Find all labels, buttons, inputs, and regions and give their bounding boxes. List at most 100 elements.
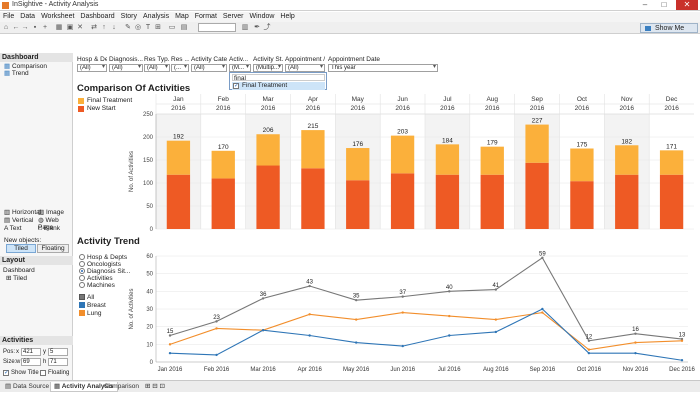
object-text[interactable]: A Text	[4, 225, 22, 232]
legend-all[interactable]: All	[87, 294, 95, 301]
menu-help[interactable]: Help	[280, 13, 295, 20]
filter-select[interactable]: (All)	[144, 64, 170, 72]
object-blank[interactable]: □ Blank	[38, 225, 60, 232]
object-web-page[interactable]: ◍ Web Page	[38, 217, 59, 231]
pos-y-input[interactable]: 5	[48, 348, 68, 356]
sort-desc-icon[interactable]: ↓	[112, 24, 116, 31]
fit-select[interactable]	[198, 23, 236, 32]
filter-label: Hosp & De...	[77, 56, 107, 63]
pen-icon[interactable]: ✒	[254, 24, 260, 31]
menu-window[interactable]: Window	[249, 13, 275, 20]
tiled-button[interactable]: Tiled	[6, 244, 36, 253]
fix-axes-icon[interactable]: ⊞	[155, 24, 161, 31]
sort-asc-icon[interactable]: ↑	[102, 24, 106, 31]
x-tick-label: Dec 2016	[669, 367, 695, 373]
sheet-item-comparison[interactable]: ▦ Comparison	[4, 63, 47, 70]
menu-story[interactable]: Story	[120, 13, 138, 20]
legend-all-swatch[interactable]	[79, 294, 85, 300]
menu-dashboard[interactable]: Dashboard	[80, 13, 115, 20]
add-datasource-icon[interactable]: +	[42, 24, 48, 31]
highlight-icon[interactable]: ✎	[125, 24, 131, 31]
tab-nav-icons[interactable]: ⊞ ⊟ ⊡	[145, 383, 165, 390]
group-icon[interactable]: ◎	[134, 24, 142, 31]
minimize-icon[interactable]: –	[642, 0, 648, 9]
filter-select[interactable]: (...	[171, 64, 189, 72]
month-header: Aug	[486, 96, 498, 103]
dropdown-search-input[interactable]: final	[232, 74, 325, 82]
layout-dashboard[interactable]: Dashboard	[3, 267, 35, 274]
trend-option-radio[interactable]	[79, 282, 85, 288]
menu-server[interactable]: Server	[222, 13, 244, 20]
trend-option-label[interactable]: Hosp & Depts	[87, 254, 128, 261]
menu-format[interactable]: Format	[194, 13, 217, 20]
size-w-input[interactable]: 69	[21, 358, 41, 366]
object-image[interactable]: ▨ Image	[38, 209, 65, 216]
chart-icon[interactable]: ▥	[241, 24, 249, 31]
swap-icon[interactable]: ⇄	[91, 24, 97, 31]
dashboard-panel-header: Dashboard	[0, 53, 73, 62]
share-icon[interactable]: ⤴	[263, 24, 271, 31]
filter-select[interactable]: (All)	[109, 64, 143, 72]
new-sheet-icon[interactable]: ▦	[55, 24, 63, 31]
legend-breast[interactable]: Breast	[87, 302, 106, 309]
presentation-icon[interactable]: ▤	[180, 24, 188, 31]
close-icon[interactable]: ✕	[676, 0, 698, 10]
duplicate-icon[interactable]: ▣	[66, 24, 74, 31]
tab-comparison[interactable]: Comparison	[104, 383, 140, 390]
back-icon[interactable]: ←	[12, 24, 20, 31]
legend-new-start[interactable]: New Start	[78, 105, 116, 112]
expand-icon[interactable]: ⊞	[6, 275, 14, 282]
filter-select[interactable]: (All)	[285, 64, 325, 72]
series-line-breast	[169, 308, 683, 361]
filter-select[interactable]: This year	[328, 64, 438, 72]
filter-select[interactable]: (All)	[77, 64, 107, 72]
trend-option-radio[interactable]	[79, 261, 85, 267]
forward-icon[interactable]: →	[21, 24, 29, 31]
layout-tiled[interactable]: ⊞ Tiled	[6, 275, 27, 282]
x-tick-label: Aug 2016	[483, 367, 509, 373]
dropdown-option-final-treatment[interactable]: Final Treatment	[232, 82, 325, 90]
label-icon[interactable]: T	[145, 24, 151, 31]
legend-final-treatment[interactable]: Final Treatment	[78, 97, 132, 104]
maximize-icon[interactable]: □	[661, 0, 667, 9]
series-point-all	[634, 332, 637, 335]
filter-select[interactable]: (Multip...	[253, 64, 283, 72]
trend-option-radio[interactable]	[79, 268, 85, 274]
show-title-checkbox[interactable]	[3, 369, 9, 376]
sheet-item-trend[interactable]: ▦ Trend	[4, 70, 29, 77]
trend-option-radio[interactable]	[79, 254, 85, 260]
object-horizontal[interactable]: ▥ Horizontal	[4, 209, 42, 216]
object-vertical[interactable]: ▤ Vertical	[4, 217, 34, 224]
series-point-breast	[541, 307, 544, 311]
floating-button[interactable]: Floating	[37, 244, 69, 253]
option-checkbox[interactable]	[233, 82, 239, 90]
menu-file[interactable]: File	[3, 13, 15, 20]
trend-option-label[interactable]: Diagnosis Sit...	[87, 268, 131, 275]
bar-final-treatment	[390, 135, 415, 174]
trend-option-label[interactable]: Oncologists	[87, 261, 121, 268]
trend-option-label[interactable]: Machines	[87, 282, 115, 289]
tab-data-source[interactable]: ▤ Data Source	[5, 383, 50, 390]
filter-select[interactable]: (All)	[191, 64, 227, 72]
menu-data[interactable]: Data	[20, 13, 36, 20]
clear-icon[interactable]: ✕	[77, 24, 83, 31]
filter-label: Diagnosis...	[109, 56, 143, 63]
legend-lung[interactable]: Lung	[87, 310, 102, 317]
save-icon[interactable]: ▪	[33, 24, 37, 31]
fit-icon[interactable]: ▭	[168, 24, 176, 31]
pos-x-input[interactable]: 421	[21, 348, 41, 356]
trend-option-label[interactable]: Activities	[87, 275, 113, 282]
menu-worksheet[interactable]: Worksheet	[41, 13, 75, 20]
trend-option-radio[interactable]	[79, 275, 85, 281]
menu-map[interactable]: Map	[175, 13, 189, 20]
tab-activity-analysis[interactable]: ▦ Activity Analysis	[50, 382, 118, 392]
filter-select[interactable]: (M...	[229, 64, 251, 72]
legend-breast-swatch[interactable]	[79, 302, 85, 308]
floating-checkbox[interactable]	[40, 370, 46, 376]
home-icon[interactable]: ⌂	[3, 24, 9, 31]
size-h-input[interactable]: 71	[48, 358, 68, 366]
show-me-button[interactable]: Show Me	[640, 23, 698, 33]
menu-analysis[interactable]: Analysis	[143, 13, 170, 20]
size-label: Size:	[3, 359, 17, 365]
legend-lung-swatch[interactable]	[79, 310, 85, 316]
